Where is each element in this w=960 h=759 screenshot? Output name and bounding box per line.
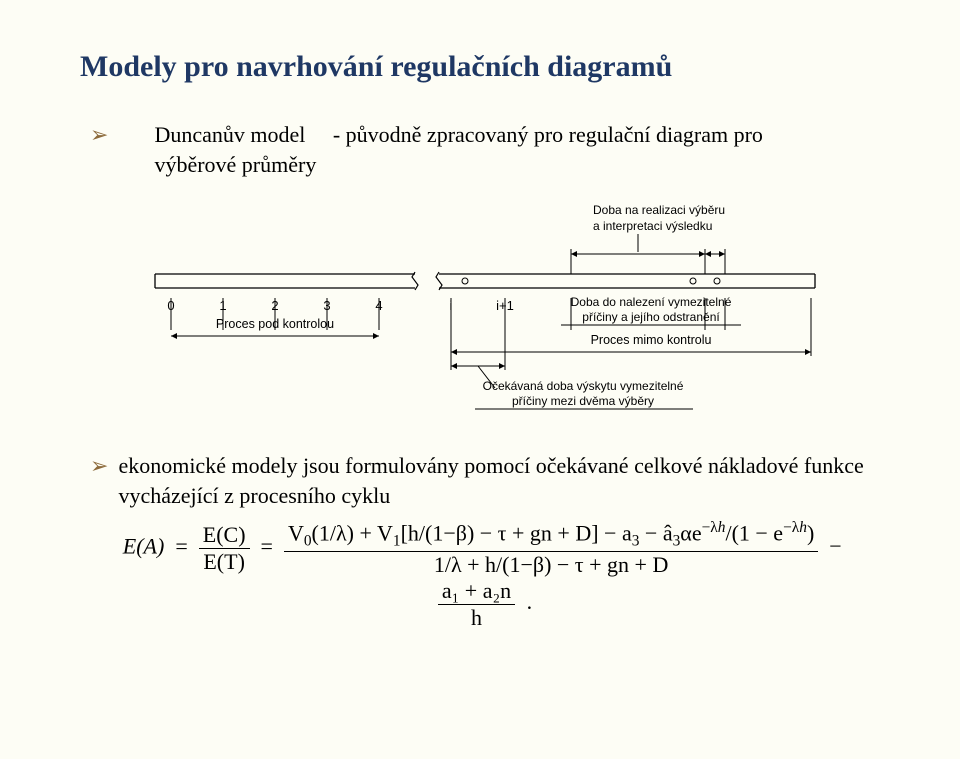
svg-text:Doba do nalezení vymezitelné: Doba do nalezení vymezitelné [571,295,732,309]
formula-tail-frac: a₁ + a₂n h [438,578,515,631]
process-cycle-diagram: Doba na realizaci výběru a interpretaci v… [135,202,835,423]
svg-text:3: 3 [323,298,330,313]
svg-text:a interpretaci výsledku: a interpretaci výsledku [593,219,712,233]
svg-text:2: 2 [271,298,278,313]
formula-ec-et: E(C) E(T) [199,522,250,575]
svg-text:4: 4 [375,298,382,313]
bullet-1: ➢ Duncanův model - původně zpracovaný pr… [90,120,890,180]
svg-text:i: i [450,298,453,313]
svg-text:i+1: i+1 [496,298,514,313]
svg-text:Doba na realizaci výběru: Doba na realizaci výběru [593,203,725,217]
bullet-arrow-icon: ➢ [90,451,108,481]
bullet2-text: ekonomické modely jsou formulovány pomoc… [118,451,878,511]
svg-text:příčiny mezi dvěma výběry: příčiny mezi dvěma výběry [512,394,654,408]
svg-text:Proces pod kontrolou: Proces pod kontrolou [216,317,334,331]
bullet-arrow-icon: ➢ [90,120,108,150]
formula-main-frac: V0(1/λ) + V1[h/(1−β) − τ + gn + D] − a3 … [284,519,818,578]
formula-lhs: E(A) [123,533,165,558]
svg-text:0: 0 [167,298,174,313]
bullet1-line2: výběrové průměry [154,150,762,180]
bullet1-term: Duncanův model [154,122,305,147]
svg-text:Očekávaná doba výskytu vymezit: Očekávaná doba výskytu vymezitelné [483,379,684,393]
svg-text:Proces mimo kontrolu: Proces mimo kontrolu [591,333,712,347]
svg-text:1: 1 [219,298,226,313]
bullet-2: ➢ ekonomické modely jsou formulovány pom… [90,451,890,511]
bullet1-rest: - původně zpracovaný pro regulační diagr… [333,122,763,147]
formula-dot: . [527,589,533,614]
svg-text:příčiny a jejího odstranění: příčiny a jejího odstranění [582,310,720,324]
page-title: Modely pro navrhování regulačních diagra… [80,50,890,84]
cost-formula: E(A) = E(C) E(T) = V0(1/λ) + V1[h/(1−β) … [95,519,875,631]
